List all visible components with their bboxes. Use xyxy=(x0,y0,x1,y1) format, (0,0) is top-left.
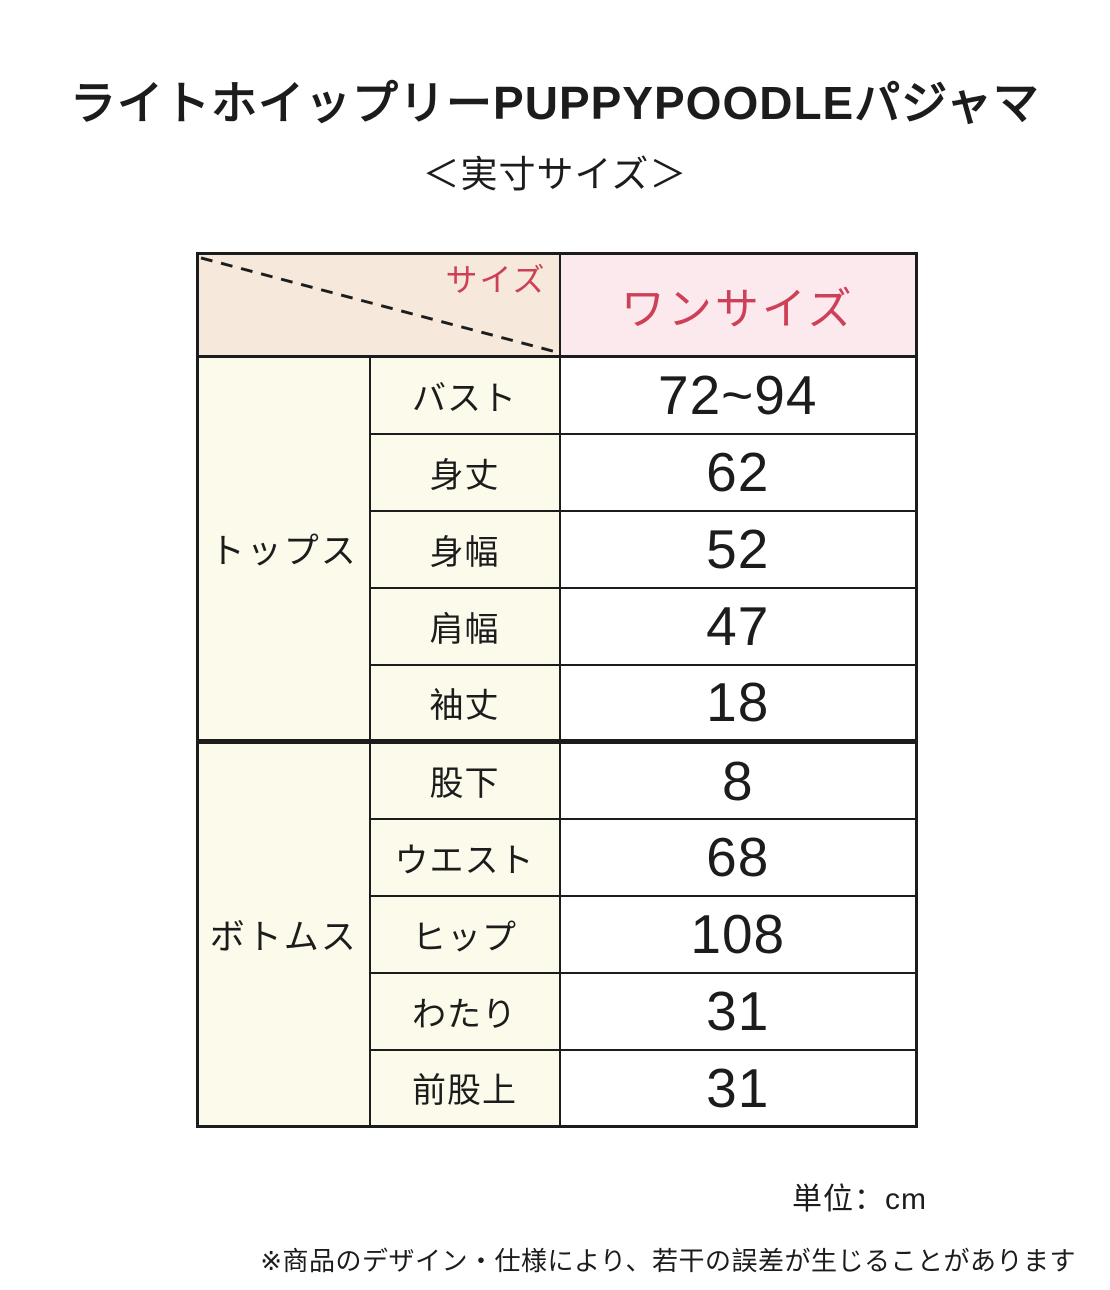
size-table: サイズ ワンサイズ トップス バスト 72~94 身丈 62 身幅 52 肩幅 … xyxy=(196,252,918,1128)
measurement-value-shoulder-width: 47 xyxy=(558,586,918,666)
measurement-value-body-width: 52 xyxy=(558,509,918,589)
page-subtitle: ＜実寸サイズ＞ xyxy=(422,154,688,195)
table-row-front-rise: 前股上 31 xyxy=(198,1048,918,1128)
table-row-hip: ヒップ 108 xyxy=(198,894,918,974)
table-row-bust: トップス バスト 72~94 xyxy=(196,355,918,743)
table-row-waist: ウエスト 68 xyxy=(198,817,918,897)
measurement-label-thigh-width: わたり xyxy=(368,971,561,1051)
group-label-bottoms: ボトムス xyxy=(196,739,371,1128)
measurement-value-hip: 108 xyxy=(558,894,918,974)
size-column-header: ワンサイズ xyxy=(558,252,918,358)
measurement-value-waist: 68 xyxy=(558,817,918,897)
table-row-thigh-width: わたり 31 xyxy=(198,971,918,1051)
measurement-value-inseam: 8 xyxy=(558,739,918,820)
note-text: ※商品のデザイン・仕様により、若干の誤差が生じることがあります xyxy=(260,1246,1076,1276)
table-row-shoulder-width: 肩幅 47 xyxy=(198,586,918,666)
table-row-sleeve-length: 袖丈 18 xyxy=(198,663,918,743)
measurement-value-sleeve-length: 18 xyxy=(558,663,918,743)
measurement-label-shoulder-width: 肩幅 xyxy=(368,586,561,666)
measurement-label-hip: ヒップ xyxy=(368,894,561,974)
page-title: ライトホイップリーPUPPYPOODLEパジャマ xyxy=(70,77,1040,129)
group-label-tops: トップス xyxy=(196,355,371,743)
corner-size-label: サイズ xyxy=(445,262,547,298)
measurement-value-front-rise: 31 xyxy=(558,1048,918,1128)
unit-label: 単位：cm xyxy=(792,1183,927,1216)
table-header-row: サイズ ワンサイズ xyxy=(196,252,918,358)
measurement-value-thigh-width: 31 xyxy=(558,971,918,1051)
measurement-label-body-width: 身幅 xyxy=(368,509,561,589)
measurement-value-body-length: 62 xyxy=(558,432,918,512)
table-row-body-width: 身幅 52 xyxy=(198,509,918,589)
measurement-label-bust: バスト xyxy=(368,355,561,435)
measurement-label-inseam: 股下 xyxy=(368,739,561,820)
measurement-label-waist: ウエスト xyxy=(368,817,561,897)
measurement-label-body-length: 身丈 xyxy=(368,432,561,512)
table-row-body-length: 身丈 62 xyxy=(198,432,918,512)
measurement-label-sleeve-length: 袖丈 xyxy=(368,663,561,743)
measurement-value-bust: 72~94 xyxy=(558,355,918,435)
measurement-label-front-rise: 前股上 xyxy=(368,1048,561,1128)
corner-cell: サイズ xyxy=(196,252,561,358)
table-row-inseam: ボトムス 股下 8 xyxy=(196,739,918,1128)
